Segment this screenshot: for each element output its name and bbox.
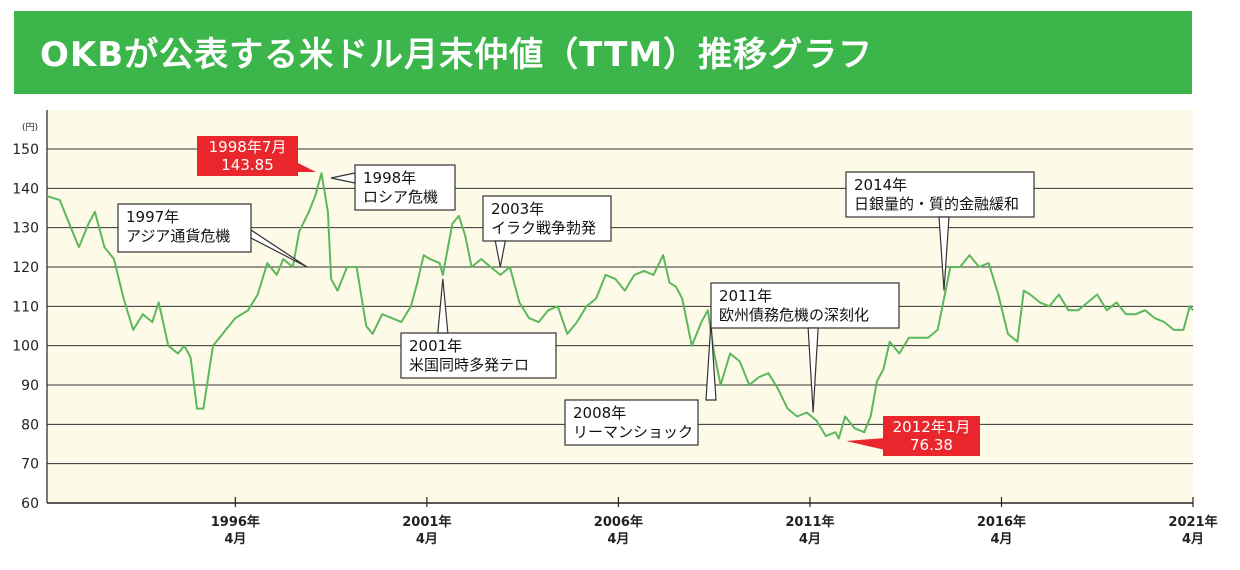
highlight-box [883, 416, 980, 456]
highlight-pointer [296, 162, 316, 172]
y-axis-label: (円) [22, 122, 38, 133]
y-tick-label: 60 [21, 496, 39, 512]
x-tick-year: 2016年 [977, 514, 1026, 530]
annotation-box [564, 399, 699, 446]
annotation-pointer [250, 228, 308, 268]
annotation-text: イラク戦争勃発 [491, 219, 596, 237]
x-tick-month: 4月 [224, 532, 246, 547]
y-tick-label: 100 [12, 339, 39, 355]
x-tick-year: 2001年 [402, 514, 451, 530]
y-tick-label: 140 [12, 181, 39, 197]
y-tick-label: 130 [12, 221, 39, 237]
highlight-text: 1998年7月 [209, 138, 287, 156]
title-banner: OKBが公表する米ドル月末仲値（TTM）推移グラフ [14, 11, 1192, 94]
y-tick-label: 80 [21, 417, 39, 433]
annotation-text: 日銀量的・質的金融緩和 [854, 195, 1019, 213]
y-tick-label: 120 [12, 260, 39, 276]
highlight-text: 2012年1月 [893, 418, 971, 436]
annotation-pointer [705, 322, 717, 401]
annotation-text: アジア通貨危機 [126, 227, 230, 245]
annotation-pointer [807, 327, 819, 413]
annotation-box [482, 195, 612, 242]
annotation-text: リーマンショック [573, 423, 693, 441]
annotation-box [710, 282, 900, 329]
annotation-text: 2001年 [409, 337, 462, 355]
annotation-text: 2014年 [854, 176, 907, 194]
highlight-text: 76.38 [910, 436, 953, 454]
x-tick-month: 4月 [990, 532, 1012, 547]
y-tick-label: 150 [12, 142, 39, 158]
annotation-text: 2003年 [491, 200, 544, 218]
annotation-text: 米国同時多発テロ [409, 356, 529, 374]
series-layer [46, 172, 1194, 440]
x-tick-month: 4月 [416, 532, 438, 547]
annotation-text: ロシア危機 [363, 188, 438, 206]
annotation-pointer [330, 172, 356, 184]
annotation-text: 1997年 [126, 208, 179, 226]
y-tick-label: 110 [12, 299, 39, 315]
highlight-box [197, 136, 298, 176]
x-tick-month: 4月 [1182, 532, 1204, 547]
annotation-box [400, 332, 557, 379]
highlight-pointer [846, 438, 885, 450]
annotation-text: 1998年 [363, 169, 416, 187]
x-tick-year: 2011年 [785, 514, 834, 530]
annotation-pointer [437, 278, 449, 334]
annotation-text: 欧州債務危機の深刻化 [719, 306, 869, 324]
annotation-text: 2011年 [719, 287, 772, 305]
page-title: OKBが公表する米ドル月末仲値（TTM）推移グラフ [40, 35, 874, 75]
axes: 60 70 80 90 100 110 120 130 140 150 (円) 1996年 4月 2001… [12, 110, 1218, 547]
annotation-text: 2008年 [573, 404, 626, 422]
x-tick-month: 4月 [799, 532, 821, 547]
annotation-box [117, 203, 252, 253]
x-tick-year: 2006年 [594, 514, 643, 530]
annotation-box [845, 171, 1035, 218]
annotation-box [354, 164, 456, 211]
x-tick-year: 1996年 [211, 514, 260, 530]
y-tick-label: 70 [21, 457, 39, 473]
series-line [46, 172, 1194, 440]
y-tick-label: 90 [21, 378, 39, 394]
x-tick-month: 4月 [607, 532, 629, 547]
annotation-pointer [494, 240, 507, 268]
x-tick-year: 2021年 [1168, 514, 1217, 530]
highlight-text: 143.85 [221, 156, 274, 174]
annotation-pointer [938, 216, 950, 291]
